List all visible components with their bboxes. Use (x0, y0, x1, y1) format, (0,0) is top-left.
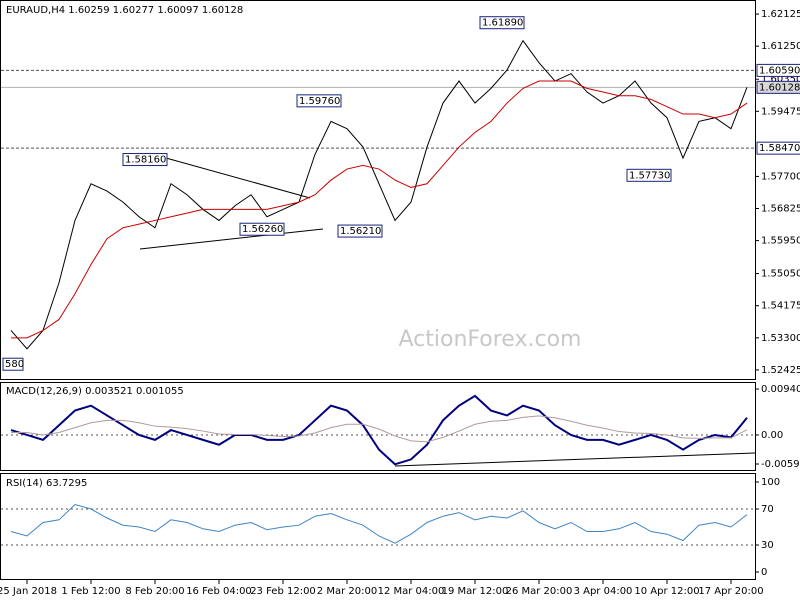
chart-title: EURAUD,H4 1.60259 1.60277 1.60097 1.6012… (6, 5, 243, 16)
trend-line (165, 157, 311, 199)
y-tick-label: -0.00594 (761, 459, 800, 470)
series-line (11, 415, 748, 443)
y-tick-label: 1.54175 (761, 301, 800, 312)
x-tick-label: 25 Jan 2018 (0, 586, 57, 597)
y-tick-label: 1.57700 (761, 171, 800, 182)
series-line (10, 394, 748, 466)
annotation: 1.61890 (482, 18, 523, 29)
level-label-box (756, 63, 800, 77)
series-line (10, 503, 748, 544)
y-tick-label: 1.60350 (761, 74, 800, 85)
last-price-label: 1.60128 (759, 82, 800, 93)
annotation: 1.56260 (242, 224, 283, 235)
watermark: ActionForex.com (399, 327, 582, 352)
annotation-box (626, 168, 672, 182)
annotation-box (239, 222, 285, 236)
x-tick-label: 12 Mar 04:00 (378, 586, 445, 597)
x-tick-label: 1 Feb 12:00 (61, 586, 120, 597)
x-tick-label: 26 Mar 20:00 (506, 586, 573, 597)
annotation: 580 (5, 359, 24, 370)
x-tick-label: 3 Apr 04:00 (574, 586, 633, 597)
annotation: 1.57730 (629, 170, 670, 181)
y-tick-label: 1.61250 (761, 41, 800, 52)
level-label: 1.58470 (759, 143, 800, 154)
panel-title: RSI(14) 63.7295 (6, 478, 87, 489)
trend-line (139, 228, 324, 250)
last-price-label-box (756, 80, 800, 94)
annotation-box (296, 94, 342, 108)
x-tick-label: 16 Feb 04:00 (186, 586, 252, 597)
y-tick-label: 1.62125 (761, 9, 800, 20)
y-tick-label: 1.55950 (761, 236, 800, 247)
y-tick-label: 0.009407 (761, 384, 800, 395)
rsi-panel (0, 473, 756, 580)
x-tick-label: 19 Mar 12:00 (442, 586, 509, 597)
y-tick-label: 0 (761, 567, 767, 578)
price-panel (0, 0, 756, 380)
y-tick-label: 1.52425 (761, 365, 800, 376)
annotation-box (122, 153, 168, 167)
y-tick-label: 0.00 (761, 430, 783, 441)
level-label: 1.60590 (759, 65, 800, 76)
y-tick-label: 1.56825 (761, 204, 800, 215)
y-tick-label: 70 (761, 504, 774, 515)
y-tick-label: 1.53300 (761, 333, 800, 344)
x-tick-label: 17 Apr 20:00 (698, 586, 763, 597)
series-line (11, 80, 748, 339)
macd-panel (0, 382, 756, 471)
y-tick-label: 30 (761, 540, 774, 551)
annotation: 1.56210 (340, 226, 381, 237)
x-tick-label: 10 Apr 12:00 (634, 586, 699, 597)
y-tick-label: 1.55050 (761, 269, 800, 280)
annotation: 1.58160 (125, 155, 166, 166)
annotation-box (479, 16, 525, 30)
annotation: 1.59760 (299, 96, 340, 107)
x-tick-label: 2 Mar 20:00 (317, 586, 377, 597)
level-label-box (756, 141, 800, 155)
x-tick-label: 8 Feb 20:00 (125, 586, 184, 597)
annotation-box (2, 357, 24, 371)
y-tick-label: 100 (761, 477, 780, 488)
y-tick-label: 1.59475 (761, 106, 800, 117)
x-tick-label: 23 Feb 12:00 (250, 586, 316, 597)
annotation-box (337, 224, 383, 238)
panel-title: MACD(12,26,9) 0.003521 0.001055 (6, 386, 184, 397)
trend-line (394, 452, 756, 467)
series-line (10, 39, 748, 350)
